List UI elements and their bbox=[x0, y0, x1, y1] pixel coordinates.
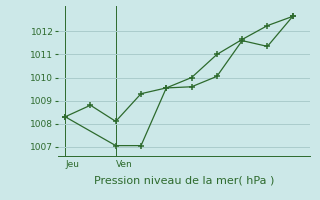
Text: Jeu: Jeu bbox=[65, 160, 79, 169]
Text: Ven: Ven bbox=[116, 160, 132, 169]
X-axis label: Pression niveau de la mer( hPa ): Pression niveau de la mer( hPa ) bbox=[94, 175, 274, 185]
